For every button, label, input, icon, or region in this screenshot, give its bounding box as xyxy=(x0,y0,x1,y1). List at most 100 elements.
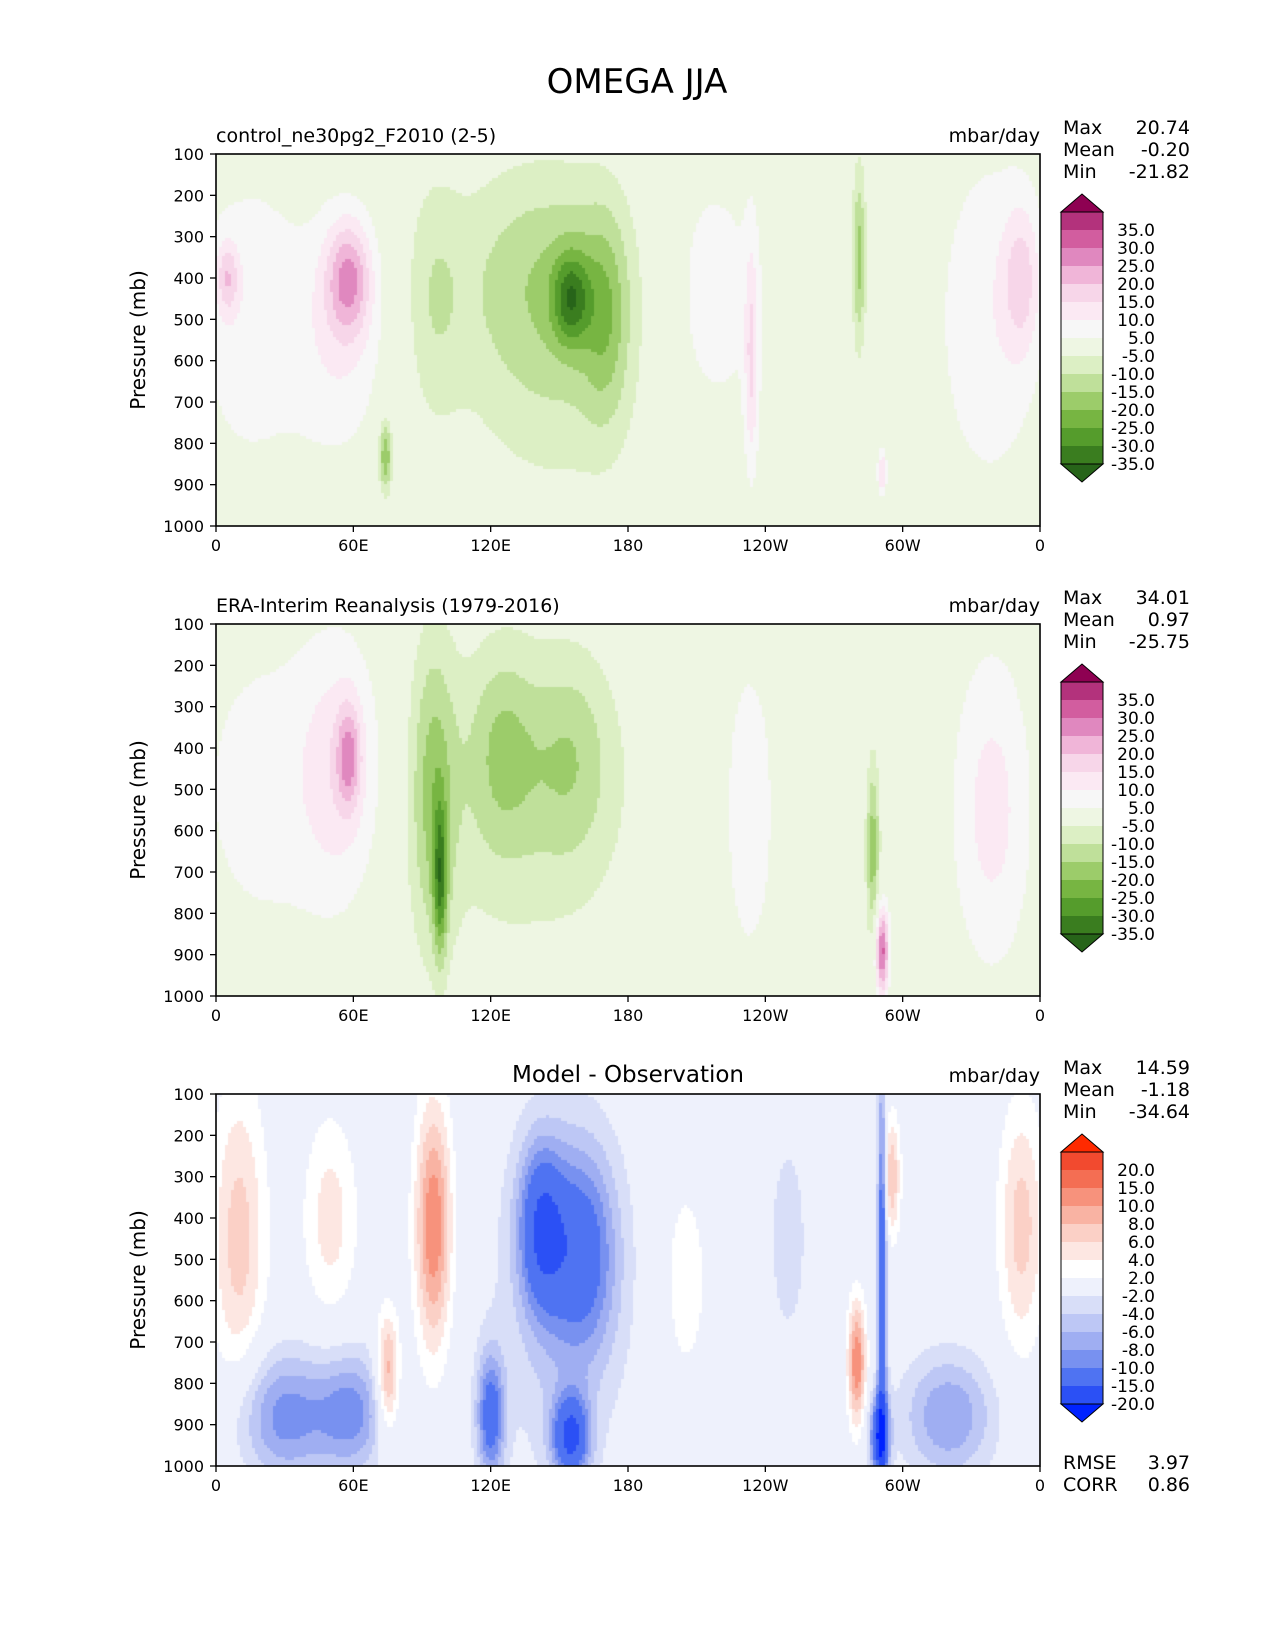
colorbar-frame xyxy=(1060,1151,1104,1405)
x-tick-label: 60W xyxy=(885,536,921,555)
panel-title-left: ERA-Interim Reanalysis (1979-2016) xyxy=(216,595,560,617)
colorbar-swatch xyxy=(1061,356,1103,374)
colorbar-swatch xyxy=(1061,754,1103,772)
panel-title-center: Model - Observation xyxy=(512,1062,744,1088)
stat-value: -0.20 xyxy=(1141,139,1190,161)
y-tick-label: 900 xyxy=(173,476,204,495)
colorbar-swatch xyxy=(1061,1242,1103,1260)
x-tick-label: 180 xyxy=(613,536,644,555)
stat-label: Mean xyxy=(1063,609,1115,631)
colorbar-swatch xyxy=(1061,862,1103,880)
panel-reference: 100 200 300 400 500 600 700 800 900 1000 0 60E 120E 1… xyxy=(126,587,1190,1025)
colorbar-label: 2.0 xyxy=(1128,1269,1155,1289)
contour-canvas xyxy=(216,1094,1040,1466)
panel-test: 100 200 300 400 500 600 700 800 900 1000 0 60E 120E 1… xyxy=(126,117,1190,555)
figure-title: OMEGA JJA xyxy=(547,62,728,102)
y-tick-label: 300 xyxy=(173,1168,204,1187)
colorbar-label: 20.0 xyxy=(1117,745,1155,765)
colorbar-swatch xyxy=(1061,446,1103,464)
colorbar-swatch xyxy=(1061,682,1103,700)
colorbar-extend-min xyxy=(1059,1403,1105,1423)
colorbar-label: 6.0 xyxy=(1128,1233,1155,1253)
stat-value: 14.59 xyxy=(1136,1057,1190,1079)
colorbar-label: -35.0 xyxy=(1111,455,1155,475)
colorbar-extend-max xyxy=(1059,663,1105,683)
x-tick-label: 0 xyxy=(211,536,221,555)
units-label: mbar/day xyxy=(949,1065,1040,1087)
colorbar-swatch xyxy=(1061,880,1103,898)
stat-label: Min xyxy=(1063,1101,1097,1123)
colorbar-label: -25.0 xyxy=(1111,419,1155,439)
contour-field xyxy=(216,624,1040,996)
colorbar-label: 35.0 xyxy=(1117,221,1155,241)
stat-label: CORR xyxy=(1063,1474,1118,1496)
colorbar-swatch xyxy=(1061,1260,1103,1278)
stat-value: 3.97 xyxy=(1148,1452,1190,1474)
colorbar-extend-min xyxy=(1059,463,1105,483)
y-tick-label: 700 xyxy=(173,1333,204,1352)
x-tick-label: 120W xyxy=(742,1476,789,1495)
colorbar-swatch xyxy=(1061,844,1103,862)
colorbar-label: 10.0 xyxy=(1117,311,1155,331)
colorbar-label: -8.0 xyxy=(1122,1341,1155,1361)
y-tick-label: 300 xyxy=(173,228,204,247)
colorbar: 35.030.025.020.015.010.05.0-5.0-10.0-15.… xyxy=(1059,663,1155,953)
colorbar-label: -6.0 xyxy=(1122,1323,1155,1343)
stat-label: Min xyxy=(1063,161,1097,183)
y-tick-label: 200 xyxy=(173,656,204,675)
x-tick-label: 0 xyxy=(211,1006,221,1025)
colorbar-label: -10.0 xyxy=(1111,365,1155,385)
panel-difference: 100 200 300 400 500 600 700 800 900 1000 0 60E 120E 1… xyxy=(126,1057,1190,1496)
colorbar-swatch xyxy=(1061,916,1103,934)
units-label: mbar/day xyxy=(949,125,1040,147)
colorbar-extend-max xyxy=(1059,1133,1105,1153)
stat-value: -34.64 xyxy=(1129,1101,1190,1123)
colorbar-label: 5.0 xyxy=(1128,329,1155,349)
colorbar-label: -15.0 xyxy=(1111,383,1155,403)
y-tick-label: 900 xyxy=(173,1416,204,1435)
colorbar-label: 10.0 xyxy=(1117,781,1155,801)
colorbar-label: -10.0 xyxy=(1111,1359,1155,1379)
y-tick-label: 800 xyxy=(173,434,204,453)
y-tick-label: 600 xyxy=(173,822,204,841)
x-tick-label: 60W xyxy=(885,1006,921,1025)
stat-label: Mean xyxy=(1063,139,1115,161)
stat-label: Max xyxy=(1063,117,1102,139)
colorbar-extend-max xyxy=(1059,193,1105,213)
colorbar-label: 35.0 xyxy=(1117,691,1155,711)
colorbar-label: -20.0 xyxy=(1111,401,1155,421)
y-tick-label: 900 xyxy=(173,946,204,965)
y-tick-label: 100 xyxy=(173,1085,204,1104)
contour-canvas xyxy=(216,624,1040,996)
colorbar-swatch xyxy=(1061,320,1103,338)
colorbar-swatch xyxy=(1061,1332,1103,1350)
y-axis-label: Pressure (mb) xyxy=(126,1210,150,1350)
y-tick-label: 800 xyxy=(173,904,204,923)
colorbar-swatch xyxy=(1061,1350,1103,1368)
x-tick-label: 0 xyxy=(1035,536,1045,555)
colorbar-swatch xyxy=(1061,1170,1103,1188)
colorbar-label: 25.0 xyxy=(1117,727,1155,747)
x-tick-label: 60E xyxy=(338,1476,368,1495)
colorbar-label: -30.0 xyxy=(1111,437,1155,457)
colorbar-swatch xyxy=(1061,1152,1103,1170)
colorbar-swatch xyxy=(1061,808,1103,826)
x-tick-label: 120E xyxy=(470,1476,511,1495)
colorbar-swatch xyxy=(1061,736,1103,754)
contour-field xyxy=(216,154,1040,526)
colorbar: 35.030.025.020.015.010.05.0-5.0-10.0-15.… xyxy=(1059,193,1155,483)
colorbar-label: 15.0 xyxy=(1117,293,1155,313)
colorbar-label: -2.0 xyxy=(1122,1287,1155,1307)
colorbar-swatch xyxy=(1061,1296,1103,1314)
colorbar-label: -25.0 xyxy=(1111,889,1155,909)
colorbar-label: 15.0 xyxy=(1117,763,1155,783)
y-tick-label: 500 xyxy=(173,1250,204,1269)
x-tick-label: 180 xyxy=(613,1476,644,1495)
colorbar-label: 30.0 xyxy=(1117,709,1155,729)
colorbar: 20.015.010.08.06.04.02.0-2.0-4.0-6.0-8.0… xyxy=(1059,1133,1155,1423)
stat-label: Max xyxy=(1063,1057,1102,1079)
x-tick-label: 120W xyxy=(742,1006,789,1025)
y-tick-label: 700 xyxy=(173,393,204,412)
colorbar-label: -30.0 xyxy=(1111,907,1155,927)
colorbar-swatch xyxy=(1061,428,1103,446)
